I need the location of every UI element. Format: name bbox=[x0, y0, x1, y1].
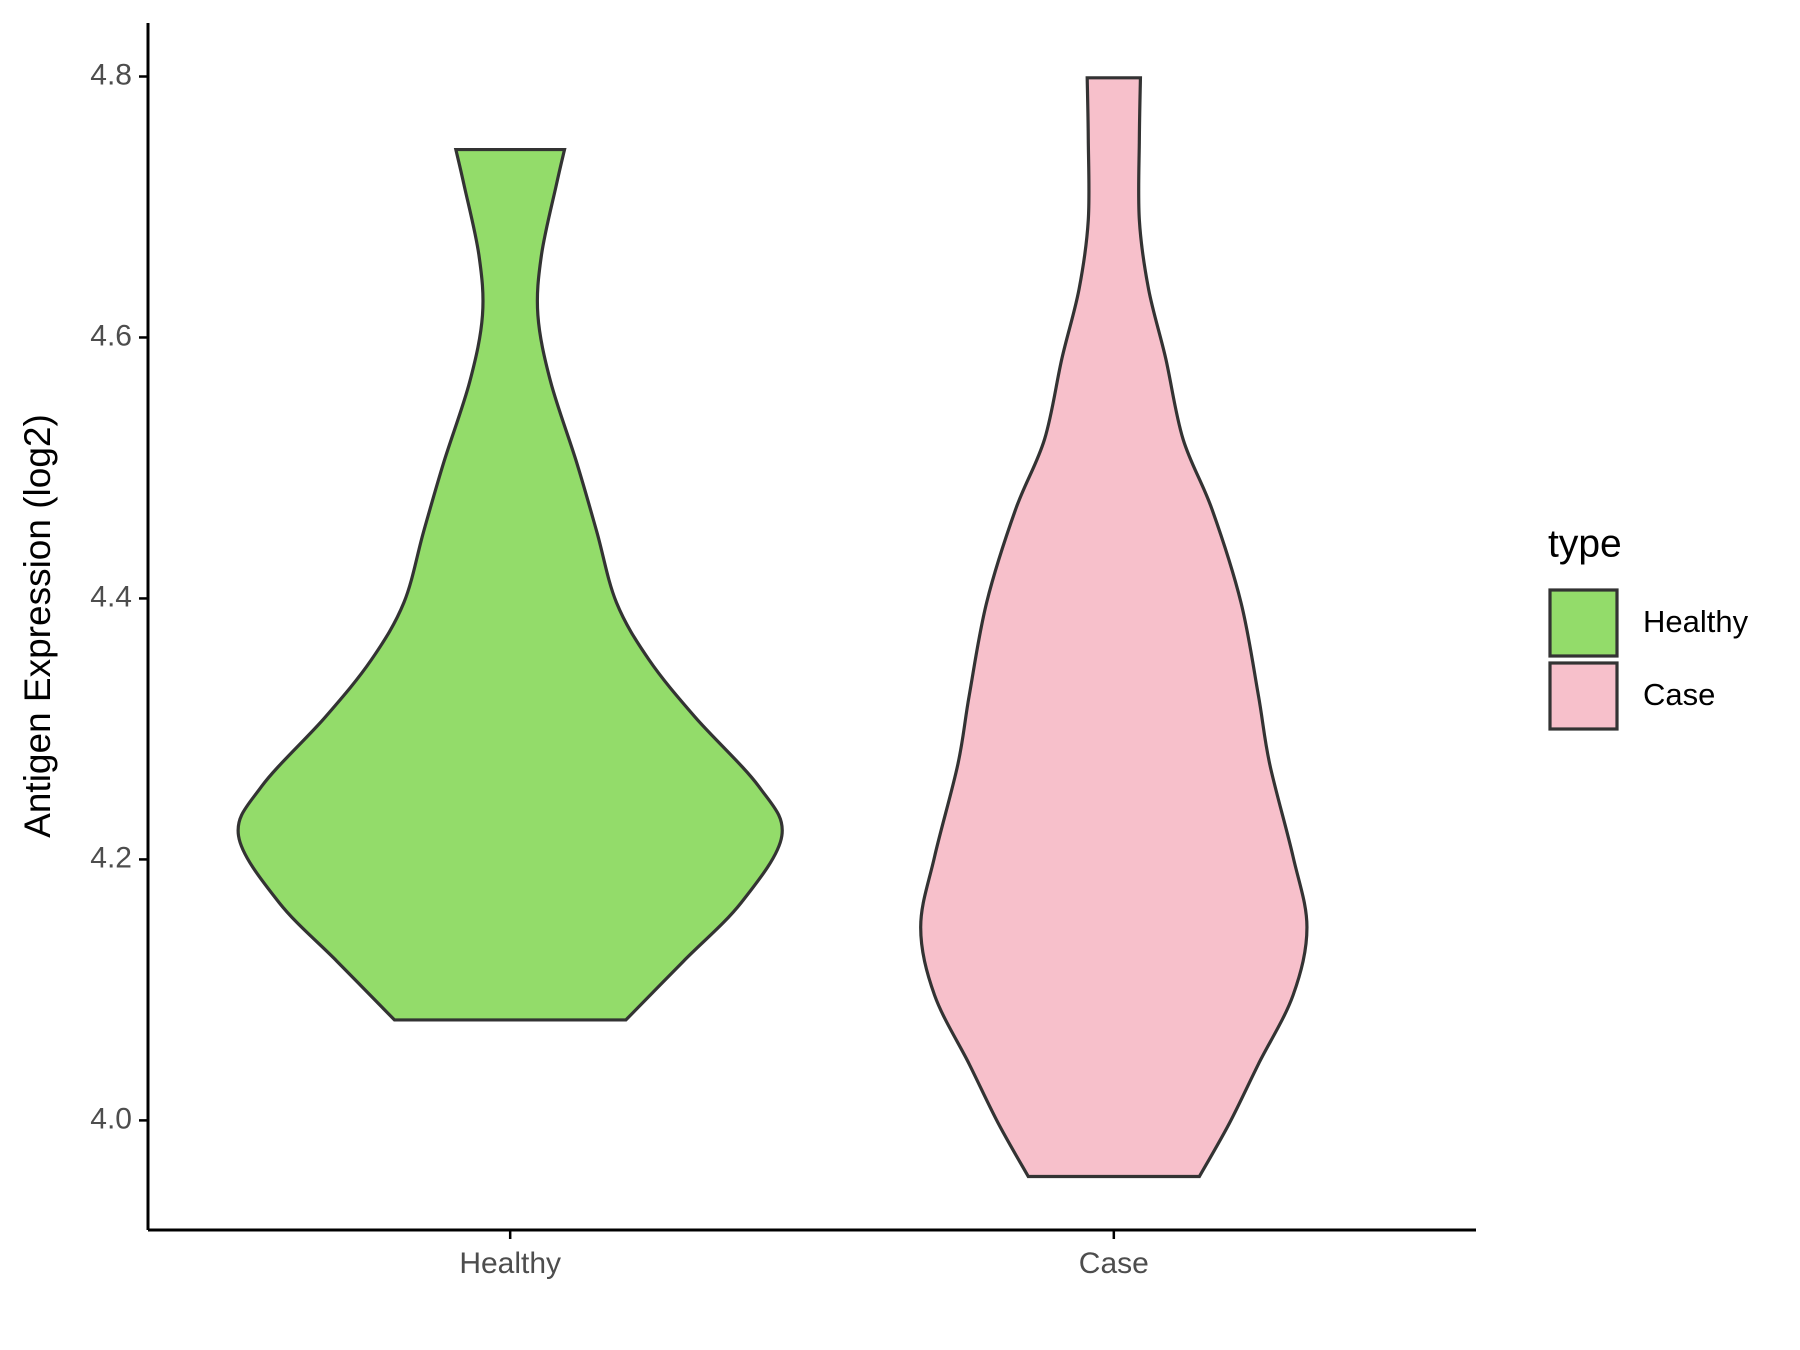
x-tick-label: Case bbox=[1079, 1247, 1149, 1280]
legend-label: Healthy bbox=[1643, 604, 1749, 639]
y-tick-label: 4.0 bbox=[90, 1102, 132, 1135]
y-tick-label: 4.6 bbox=[90, 319, 132, 352]
y-axis-label: Antigen Expression (log2) bbox=[17, 414, 58, 838]
violin bbox=[236, 147, 784, 1022]
legend-title: type bbox=[1548, 522, 1622, 565]
legend-key bbox=[1548, 588, 1619, 658]
legend-key bbox=[1548, 661, 1619, 731]
legend-label: Case bbox=[1643, 677, 1715, 712]
violin bbox=[919, 76, 1309, 1179]
y-tick-label: 4.4 bbox=[90, 580, 132, 613]
x-tick-label: Healthy bbox=[459, 1247, 561, 1280]
y-tick-label: 4.8 bbox=[90, 58, 132, 91]
y-tick-label: 4.2 bbox=[90, 841, 132, 874]
